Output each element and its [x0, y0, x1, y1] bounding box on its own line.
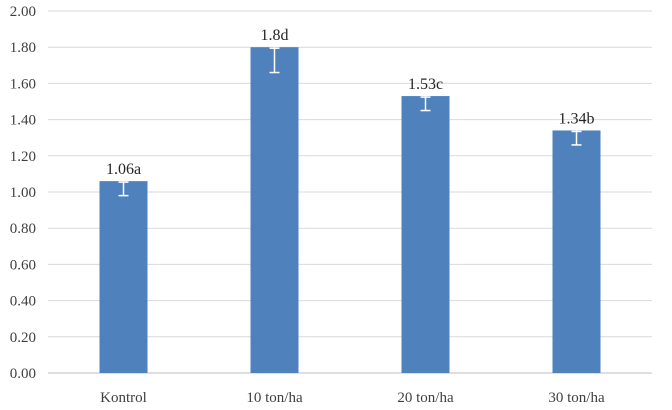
error-bars: [118, 47, 582, 197]
y-tick-label: 0.40: [10, 294, 36, 310]
y-tick-label: 1.60: [10, 76, 36, 92]
error-bar: [118, 181, 129, 197]
x-tick-label: 10 ton/ha: [246, 390, 303, 406]
error-bar: [420, 96, 431, 112]
bar: [250, 47, 299, 373]
error-bar: [571, 130, 582, 146]
data-label: 1.06a: [106, 161, 141, 178]
y-tick-label: 1.20: [10, 149, 36, 165]
x-tick-label: Kontrol: [100, 390, 147, 406]
data-labels: 1.06a 1.8d 1.53c 1.34b: [106, 27, 595, 178]
y-tick-label: 0.20: [10, 330, 36, 346]
data-label: 1.34b: [559, 110, 595, 127]
gridlines: [48, 10, 652, 374]
x-tick-label: 20 ton/ha: [397, 390, 454, 406]
y-tick-label: 1.80: [10, 40, 36, 56]
y-axis-ticks: 0.00 0.20 0.40 0.60 0.80 1.00 1.20 1.40 1.60 1.80…: [10, 4, 36, 382]
bar: [401, 96, 450, 373]
y-tick-label: 0.60: [10, 257, 36, 273]
y-tick-label: 2.00: [10, 4, 36, 20]
bar: [552, 130, 601, 373]
y-tick-label: 0.80: [10, 221, 36, 237]
bar: [99, 181, 148, 373]
bars: [99, 47, 601, 373]
data-label: 1.8d: [261, 27, 289, 44]
x-axis-ticks: Kontrol 10 ton/ha 20 ton/ha 30 ton/ha: [100, 390, 605, 406]
data-label: 1.53c: [408, 76, 443, 93]
y-tick-label: 0.00: [10, 366, 36, 382]
error-bar: [269, 47, 280, 74]
x-tick-label: 30 ton/ha: [548, 390, 605, 406]
y-tick-label: 1.40: [10, 113, 36, 129]
y-tick-label: 1.00: [10, 185, 36, 201]
